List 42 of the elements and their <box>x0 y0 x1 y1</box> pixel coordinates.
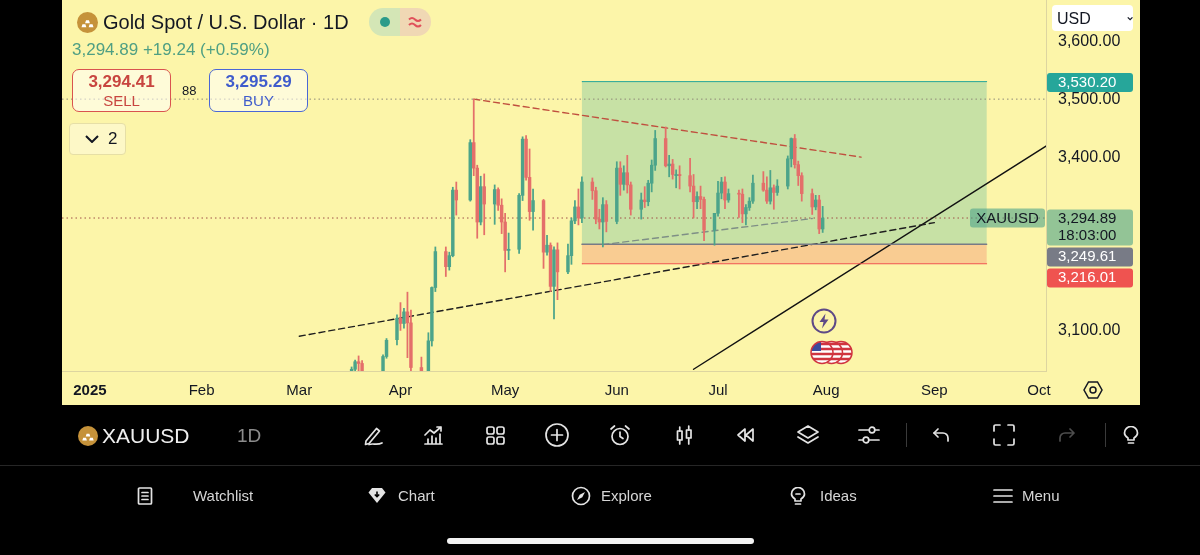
x-tick-label: Jul <box>708 381 728 399</box>
text: Chart <box>398 487 435 505</box>
text: Watchlist <box>193 487 254 505</box>
annotation: XAUUSD <box>976 208 1039 226</box>
text: 3,530.20 <box>1058 72 1117 90</box>
annotation: 3,294.41 <box>87 72 156 92</box>
sell-button: 3,294.41 SELL <box>72 69 171 112</box>
y-tick-label: 3,600.00 <box>1058 31 1121 49</box>
text: 18:03:00 <box>1058 226 1117 244</box>
annotation: 3,295.29 <box>224 72 293 92</box>
candlestick <box>667 155 671 178</box>
text: XAUUSD <box>102 424 190 448</box>
currency-dropdown: USD <box>1052 5 1133 31</box>
x-tick-label: May <box>490 381 520 399</box>
collapse-button: 2 <box>69 123 126 155</box>
x-tick-label: Jun <box>604 381 629 399</box>
y-tick-label: 3,100.00 <box>1058 321 1121 339</box>
text: 3,294.89 +19.24 (+0.59%) <box>72 40 270 60</box>
text: Gold Spot / U.S. Dollar · 1D <box>103 10 349 35</box>
text: Explore <box>601 487 652 505</box>
buy-button: 3,295.29 BUY <box>209 69 308 112</box>
x-tick-label: Mar <box>286 381 313 399</box>
annotation: 88 <box>182 83 197 99</box>
candlestick <box>674 169 678 189</box>
ref-line-label: 3,294.89 <box>1058 209 1117 227</box>
candlestick <box>506 232 511 261</box>
x-tick-label: Feb <box>188 381 215 399</box>
y-tick-label: 3,500.00 <box>1058 89 1121 107</box>
x-tick-label: Oct <box>1027 381 1052 399</box>
x-tick-label: Sep <box>920 381 948 399</box>
text: 3,249.61 <box>1058 247 1117 265</box>
x-tick-label: 2025 <box>73 381 107 399</box>
annotation: BUY <box>242 92 275 109</box>
text: 1D <box>237 425 262 447</box>
text: Menu <box>1022 487 1060 505</box>
annotation: SELL <box>102 92 141 109</box>
annotation: 2 <box>108 129 118 149</box>
y-tick-label: 3,400.00 <box>1058 147 1121 165</box>
x-tick-label: Aug <box>812 381 840 399</box>
x-tick-label: Apr <box>388 381 413 399</box>
text: Ideas <box>820 487 857 505</box>
text: 3,216.01 <box>1058 268 1117 286</box>
